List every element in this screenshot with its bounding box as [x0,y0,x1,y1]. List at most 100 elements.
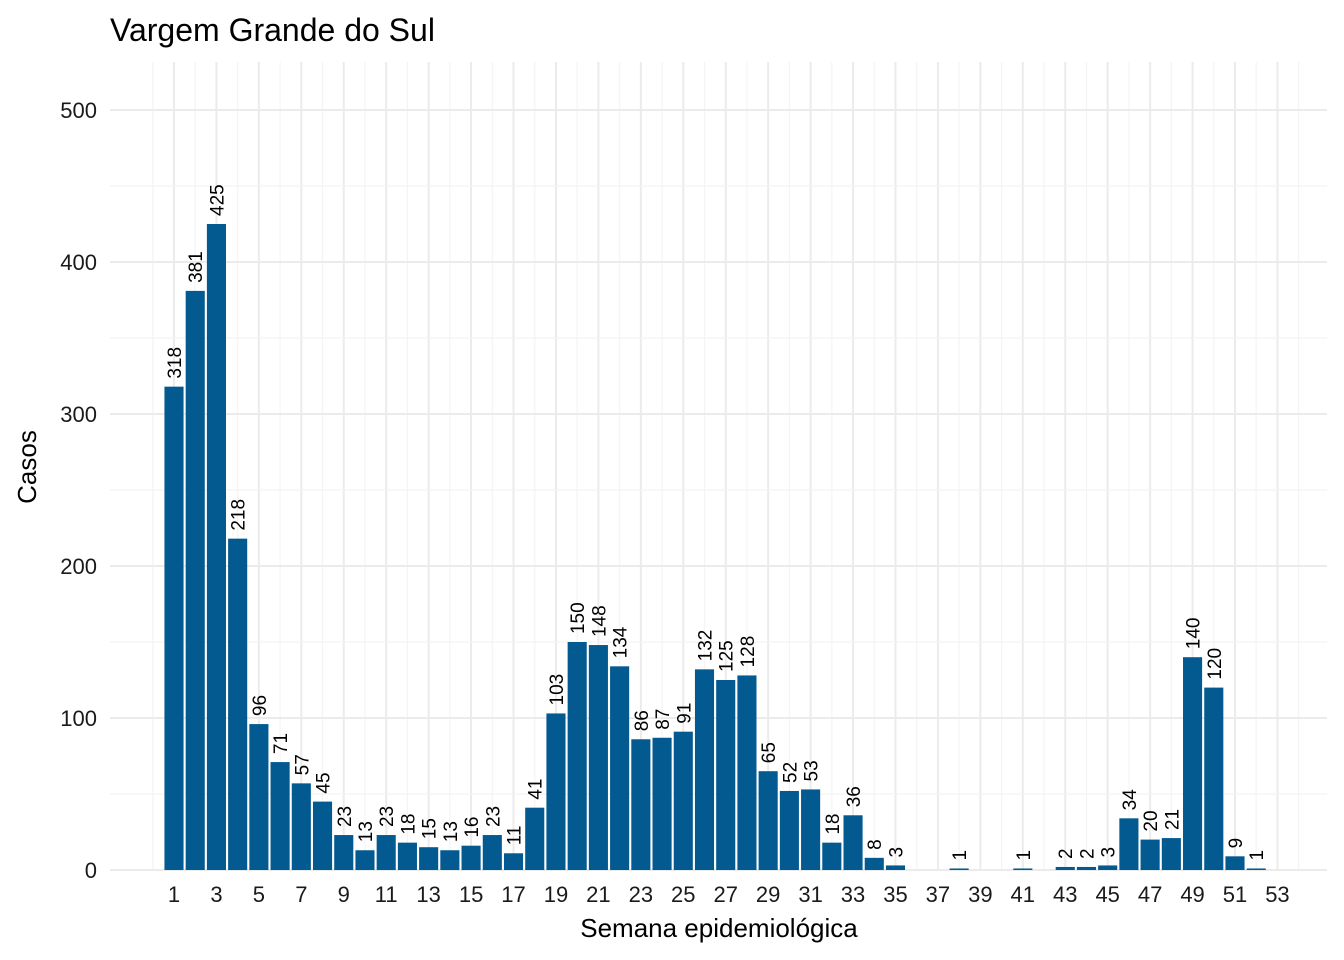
data-label: 128 [738,636,759,668]
x-tick-label: 21 [586,882,610,907]
data-label: 318 [165,347,186,379]
chart-title: Vargem Grande do Sul [110,12,435,48]
y-tick-label: 500 [60,98,97,123]
x-tick-label: 13 [416,882,440,907]
x-tick-label: 35 [883,882,907,907]
x-tick-label: 41 [1011,882,1035,907]
bar [1140,839,1160,870]
bar [610,666,630,870]
data-label: 16 [462,817,483,838]
y-tick-label: 200 [60,554,97,579]
data-label: 381 [186,251,207,283]
x-tick-label: 37 [926,882,950,907]
x-tick-label: 53 [1265,882,1289,907]
x-tick-label: 29 [756,882,780,907]
y-tick-label: 400 [60,250,97,275]
x-tick-label: 7 [295,882,307,907]
y-tick-label: 300 [60,402,97,427]
x-tick-label: 39 [968,882,992,907]
bar [1204,687,1224,870]
data-label: 52 [780,762,801,783]
data-label: 71 [271,733,292,754]
bar [1076,866,1097,870]
bar [546,713,566,870]
data-label: 13 [441,821,462,842]
data-label: 103 [547,674,568,706]
data-label: 20 [1141,810,1162,831]
x-tick-label: 45 [1095,882,1119,907]
data-label: 125 [717,640,738,672]
bar [737,675,757,870]
data-label: 140 [1184,617,1205,649]
bar [567,642,587,870]
bar [206,224,226,870]
bar [758,771,778,870]
x-tick-label: 1 [168,882,180,907]
bar [164,386,184,870]
data-label: 23 [377,806,398,827]
x-tick-label: 47 [1138,882,1162,907]
data-label: 13 [356,821,377,842]
x-tick-label: 9 [338,882,350,907]
data-label: 1 [1247,850,1268,861]
bar [482,835,502,870]
bar [461,845,481,870]
data-label: 45 [314,772,335,793]
bar [185,290,205,870]
x-tick-label: 23 [629,882,653,907]
x-tick-label: 49 [1180,882,1204,907]
bar [334,835,354,870]
x-tick-label: 11 [375,882,398,907]
data-label: 2 [1077,848,1098,859]
bar [228,538,248,870]
bar [673,731,693,870]
data-label: 36 [844,786,865,807]
bar [249,724,269,870]
x-tick-label: 51 [1223,882,1247,907]
data-label: 41 [526,779,547,800]
data-label: 132 [696,630,717,662]
data-label: 150 [568,602,589,634]
bar [1119,818,1139,870]
bar [716,680,736,870]
data-label: 120 [1205,648,1226,680]
data-label: 34 [1120,789,1141,811]
data-label: 1 [950,850,971,861]
bar [270,762,290,870]
bar [1055,866,1075,870]
bar [312,801,333,870]
y-axis-title: Casos [12,430,42,504]
bar [779,790,799,870]
x-tick-label: 5 [253,882,265,907]
x-tick-label: 3 [210,882,222,907]
data-label: 11 [505,826,526,846]
y-tick-label: 0 [85,858,97,883]
data-label: 23 [335,806,356,827]
x-axis-title: Semana epidemiológica [580,913,858,943]
bar [440,850,460,870]
data-label: 65 [759,742,780,763]
bar [652,737,672,870]
data-label: 15 [420,818,441,839]
data-label: 86 [632,710,653,731]
bar [1013,868,1033,870]
data-label: 18 [398,813,419,834]
bar [525,807,545,870]
data-label: 91 [674,703,695,724]
data-label: 3 [1099,847,1120,858]
data-label: 9 [1226,838,1247,849]
data-label: 87 [653,709,674,730]
x-tick-label: 27 [713,882,737,907]
x-tick-label: 33 [841,882,865,907]
bar [419,847,439,870]
bar [843,815,863,870]
y-tick-label: 100 [60,706,97,731]
bar [631,739,651,870]
data-label: 23 [483,806,504,827]
x-axis-ticks: 1 3 5 7 9 11 13 15 17 19 21 23 25 27 29 31 33 35 37 39 41 43 4… [168,882,1290,907]
data-label: 425 [207,184,228,216]
bar [588,645,608,870]
bar [376,835,396,870]
y-axis-ticks: 0 100 200 300 400 500 [60,98,97,883]
